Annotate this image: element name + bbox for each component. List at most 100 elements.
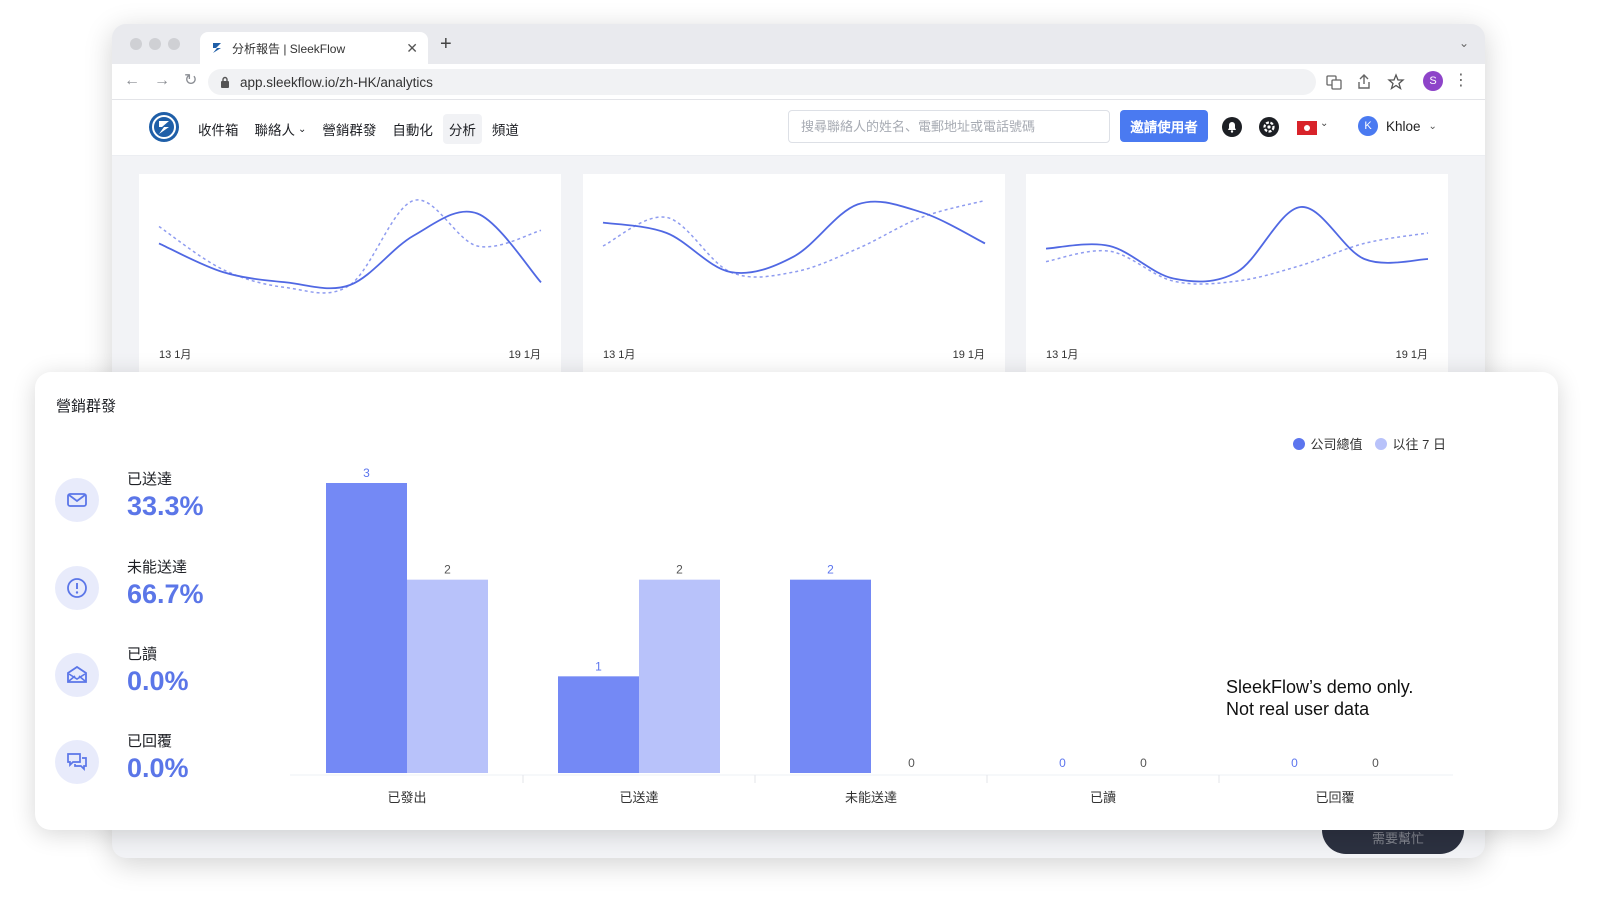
- bar-value-label: 2: [444, 563, 451, 577]
- nav-item-label: 營銷群發: [322, 123, 377, 138]
- bar-value-label: 1: [595, 659, 602, 673]
- browser-menu-icon[interactable]: ⋮: [1453, 72, 1469, 89]
- tab-search-chevron-icon[interactable]: ⌄: [1458, 36, 1469, 50]
- bar-value-label: 0: [908, 756, 915, 770]
- x-tick-label: 已讀: [1090, 790, 1116, 805]
- nav-item[interactable]: 分析: [442, 114, 482, 144]
- stat-label: 已回覆: [127, 733, 173, 750]
- new-tab-button[interactable]: +: [440, 33, 452, 55]
- stat-read: 已讀 0.0%: [55, 643, 255, 713]
- line-series-previous: [602, 199, 986, 278]
- bar-value-label: 3: [363, 466, 370, 480]
- sleekflow-favicon-icon: [213, 43, 221, 53]
- lock-icon: [221, 76, 229, 88]
- legend-item[interactable]: 公司總值: [1292, 434, 1363, 453]
- bookmark-star-icon[interactable]: [1387, 73, 1405, 91]
- bar-value-label: 0: [1140, 756, 1147, 770]
- close-window-button[interactable]: [130, 38, 142, 50]
- bar[interactable]: [407, 579, 488, 773]
- x-axis-start-label: 13 1月: [159, 349, 192, 361]
- x-tick-label: 已回覆: [1315, 790, 1354, 805]
- url-text: app.sleekflow.io/zh-HK/analytics: [240, 74, 433, 90]
- bar[interactable]: [639, 579, 720, 773]
- demo-disclaimer: SleekFlow’s demo only. Not real user dat…: [1226, 676, 1413, 720]
- back-button[interactable]: ←: [124, 72, 140, 89]
- nav-item[interactable]: 頻道: [486, 114, 525, 144]
- x-axis-end-label: 19 1月: [1395, 349, 1428, 361]
- x-tick-label: 未能送達: [845, 790, 897, 805]
- stat-label: 已讀: [127, 646, 158, 663]
- line-series-current: [1045, 206, 1429, 283]
- invite-user-button[interactable]: 邀請使用者: [1120, 110, 1208, 142]
- language-chevron-icon[interactable]: ⌄: [1320, 118, 1329, 129]
- flower-icon: [1304, 125, 1310, 131]
- mail-icon: [55, 478, 99, 522]
- stat-value: 33.3%: [127, 491, 204, 521]
- alert-icon: [55, 566, 99, 610]
- gear-icon[interactable]: [1258, 116, 1280, 138]
- chart-legend: 公司總值 以往 7 日: [1292, 434, 1446, 453]
- tab-title: 分析報告 | SleekFlow: [232, 41, 346, 56]
- bar-value-label: 0: [1372, 756, 1379, 770]
- mini-line-chart: 13 1月 19 1月: [583, 174, 1005, 372]
- address-bar[interactable]: app.sleekflow.io/zh-HK/analytics: [208, 69, 1316, 95]
- user-name: Khloe: [1386, 118, 1421, 134]
- maximize-window-button[interactable]: [168, 38, 180, 50]
- forward-button[interactable]: →: [154, 72, 170, 89]
- legend-label: 以往 7 日: [1392, 437, 1446, 452]
- nav-item-label: 聯絡人: [254, 123, 296, 138]
- nav-item-label: 收件箱: [198, 123, 239, 138]
- x-axis-end-label: 19 1月: [508, 349, 541, 361]
- demo-disclaimer-line: Not real user data: [1226, 699, 1370, 719]
- stat-undelivered: 未能送達 66.7%: [55, 556, 255, 626]
- minimize-window-button[interactable]: [149, 38, 161, 50]
- line-series-previous: [158, 199, 542, 294]
- x-axis-start-label: 13 1月: [603, 349, 636, 361]
- nav-item[interactable]: 聯絡人 ⌄: [249, 114, 313, 144]
- share-icon[interactable]: [1355, 73, 1373, 91]
- legend-label: 公司總值: [1310, 437, 1363, 452]
- browser-tab[interactable]: 分析報告 | SleekFlow ✕: [200, 32, 428, 64]
- main-nav: 收件箱 聯絡人 ⌄ 營銷群發 自動化 分析 頻道: [192, 114, 525, 144]
- x-tick-label: 已送達: [619, 790, 658, 805]
- stat-value: 66.7%: [127, 579, 204, 609]
- mini-chart-svg: [602, 199, 986, 278]
- tab-strip: 分析報告 | SleekFlow ✕ + ⌄: [112, 24, 1485, 64]
- browser-profile-avatar[interactable]: S: [1423, 71, 1443, 91]
- hk-flag-icon[interactable]: [1297, 121, 1317, 135]
- contact-search-input[interactable]: [788, 110, 1110, 143]
- line-series-current: [158, 210, 542, 290]
- bar-value-label: 2: [827, 563, 834, 577]
- nav-item[interactable]: 自動化: [386, 114, 439, 144]
- x-tick-label: 已發出: [387, 790, 426, 805]
- bar[interactable]: [790, 579, 871, 773]
- mini-line-chart: 13 1月 19 1月: [139, 174, 561, 372]
- x-axis-start-label: 13 1月: [1046, 349, 1079, 361]
- sleekflow-logo-icon[interactable]: [148, 111, 180, 143]
- translate-icon[interactable]: [1325, 73, 1343, 91]
- bar[interactable]: [326, 483, 407, 773]
- bar-value-label: 0: [1059, 756, 1066, 770]
- mini-chart-svg: [158, 199, 542, 294]
- nav-item-label: 分析: [448, 123, 476, 138]
- user-chevron-icon: ⌄: [1428, 120, 1437, 132]
- user-menu[interactable]: K Khloe ⌄: [1358, 116, 1437, 136]
- open-mail-icon: [55, 653, 99, 697]
- tab-close-icon[interactable]: ✕: [406, 39, 418, 56]
- nav-item[interactable]: 營銷群發: [316, 114, 382, 144]
- reload-button[interactable]: ↻: [184, 72, 198, 89]
- stat-replied: 已回覆 0.0%: [55, 730, 255, 800]
- bell-icon[interactable]: [1221, 116, 1243, 138]
- nav-item[interactable]: 收件箱: [192, 114, 245, 144]
- stat-label: 已送達: [127, 471, 173, 488]
- legend-item[interactable]: 以往 7 日: [1374, 434, 1446, 453]
- bar[interactable]: [558, 676, 639, 773]
- nav-item-label: 自動化: [392, 123, 433, 138]
- chevron-down-icon: ⌄: [298, 123, 307, 135]
- bar-value-label: 0: [1291, 756, 1298, 770]
- legend-dot: [1374, 437, 1387, 450]
- mini-chart-svg: [1045, 206, 1429, 285]
- campaign-bar-chart: 3 2 已發出 1 2 已送達 2 0 未能送達 0 0 已讀 0 0 已回覆: [290, 466, 1453, 805]
- line-series-current: [602, 200, 986, 274]
- line-series-previous: [1045, 232, 1429, 285]
